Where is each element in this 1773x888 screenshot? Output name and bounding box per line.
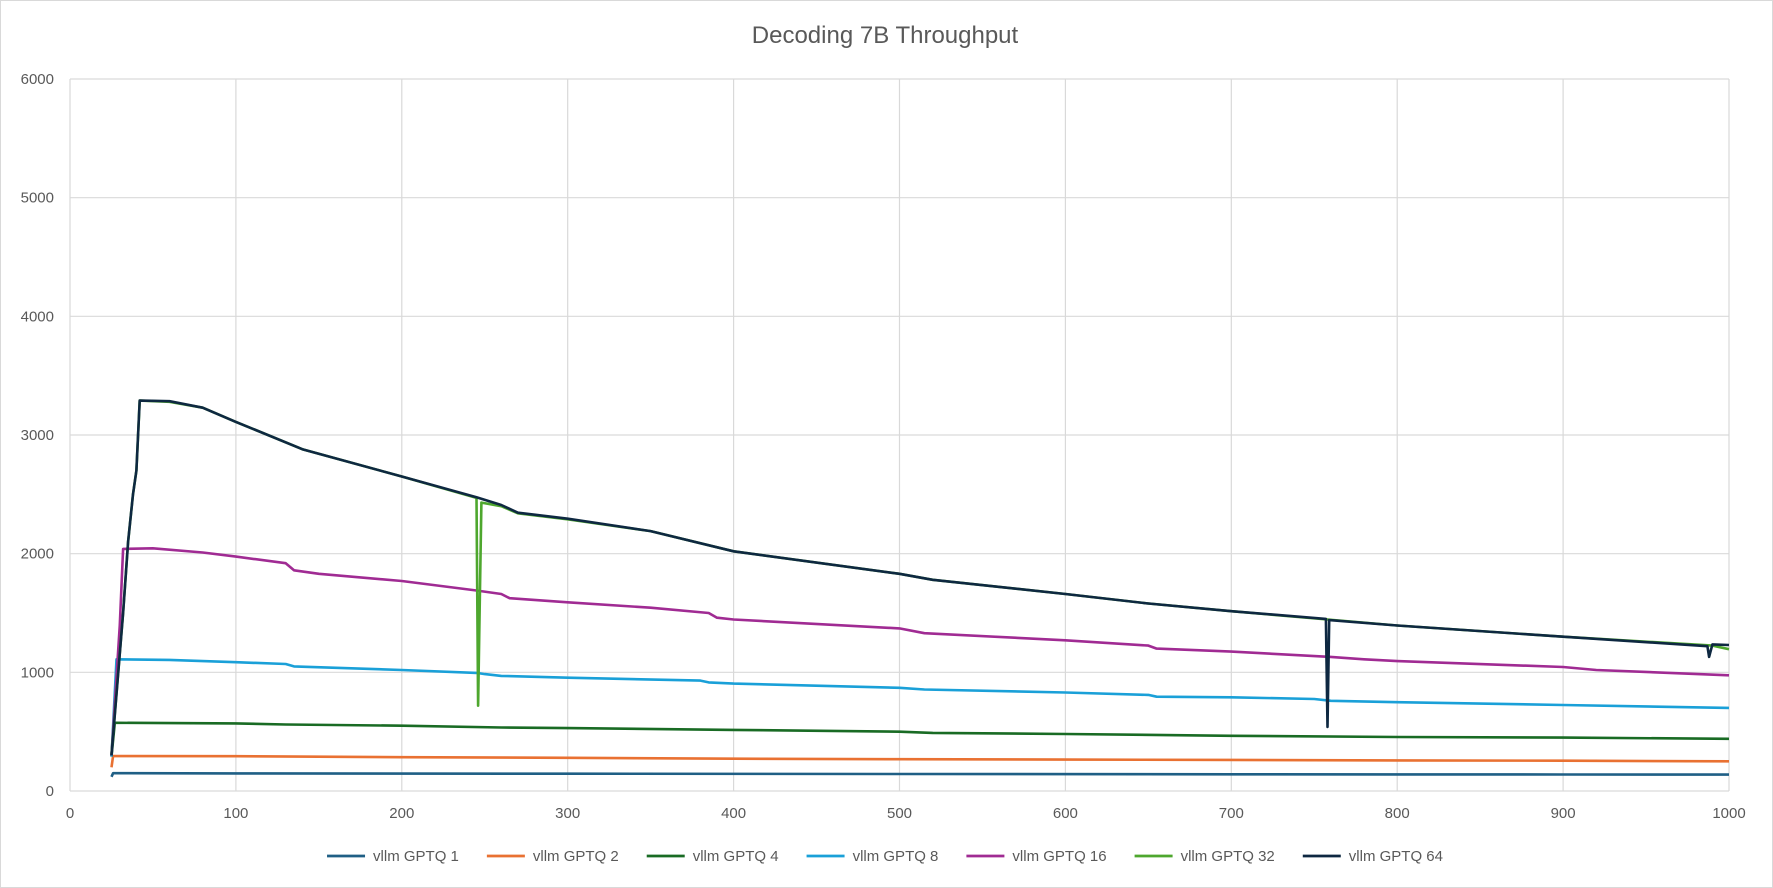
legend-item: vllm GPTQ 64 bbox=[1302, 848, 1443, 865]
x-tick-label: 600 bbox=[1053, 805, 1078, 822]
y-axis-ticks: 0 1000 2000 3000 4000 5000 6000 bbox=[21, 71, 54, 800]
legend-item: vllm GPTQ 2 bbox=[486, 848, 619, 865]
x-tick-label: 700 bbox=[1219, 805, 1244, 822]
legend-label: vllm GPTQ 8 bbox=[853, 848, 939, 865]
x-tick-label: 900 bbox=[1551, 805, 1576, 822]
legend-label: vllm GPTQ 4 bbox=[693, 848, 779, 865]
series-line-4 bbox=[110, 658, 1730, 757]
x-tick-label: 200 bbox=[389, 805, 414, 822]
legend-label: vllm GPTQ 32 bbox=[1181, 848, 1275, 865]
y-tick-label: 6000 bbox=[21, 71, 54, 88]
x-tick-label: 800 bbox=[1385, 805, 1410, 822]
y-tick-label: 2000 bbox=[21, 546, 54, 563]
x-tick-label: 400 bbox=[721, 805, 746, 822]
legend-item: vllm GPTQ 4 bbox=[646, 848, 779, 865]
legend-label: vllm GPTQ 1 bbox=[373, 848, 459, 865]
legend-item: vllm GPTQ 8 bbox=[806, 848, 939, 865]
y-tick-label: 0 bbox=[46, 783, 54, 800]
legend-item: vllm GPTQ 32 bbox=[1134, 848, 1275, 865]
series-line-7 bbox=[110, 399, 1730, 756]
y-tick-label: 4000 bbox=[21, 308, 54, 325]
series-line-1 bbox=[110, 771, 1730, 778]
x-axis-ticks: 0 100 200 300 400 500 600 700 800 900 1000 bbox=[66, 805, 1746, 822]
legend: vllm GPTQ 1 vllm GPTQ 2 vllm GPTQ 4 vllm GP… bbox=[327, 848, 1443, 865]
series-line-3 bbox=[110, 721, 1730, 757]
x-tick-label: 500 bbox=[887, 805, 912, 822]
legend-label: vllm GPTQ 64 bbox=[1349, 848, 1443, 865]
legend-item: vllm GPTQ 1 bbox=[327, 848, 459, 865]
x-tick-label: 1000 bbox=[1712, 805, 1745, 822]
legend-item: vllm GPTQ 16 bbox=[966, 848, 1107, 865]
series-line-5 bbox=[110, 547, 1730, 756]
x-tick-label: 0 bbox=[66, 805, 74, 822]
x-tick-label: 100 bbox=[223, 805, 248, 822]
y-tick-label: 1000 bbox=[21, 664, 54, 681]
chart-title: Decoding 7B Throughput bbox=[752, 22, 1019, 49]
legend-label: vllm GPTQ 2 bbox=[533, 848, 619, 865]
series-lines bbox=[110, 399, 1730, 778]
series-line-2 bbox=[110, 754, 1730, 768]
grid bbox=[69, 78, 1730, 792]
x-tick-label: 300 bbox=[555, 805, 580, 822]
y-tick-label: 3000 bbox=[21, 427, 54, 444]
y-tick-label: 5000 bbox=[21, 190, 54, 207]
legend-label: vllm GPTQ 16 bbox=[1012, 848, 1106, 865]
